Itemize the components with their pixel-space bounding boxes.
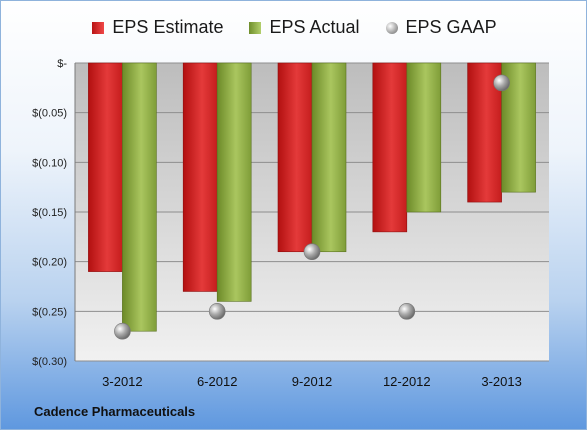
- bar-eps-actual: [311, 62, 347, 253]
- bar-eps-estimate: [182, 62, 218, 292]
- bar-eps-estimate: [88, 62, 123, 272]
- legend-swatch-estimate: [92, 21, 105, 34]
- legend-label-gaap: EPS GAAP: [405, 17, 497, 37]
- legend-label-estimate: EPS Estimate: [112, 17, 224, 37]
- legend-item-actual: EPS Actual: [249, 17, 360, 38]
- y-tick-label: $(0.25): [32, 306, 67, 318]
- point-eps-gaap: [493, 74, 510, 92]
- legend-label-actual: EPS Actual: [269, 17, 360, 37]
- x-tick-label: 3-2012: [102, 374, 142, 389]
- y-tick-label: $(0.30): [32, 356, 67, 368]
- y-tick-label: $-: [57, 58, 67, 70]
- x-tick-label: 6-2012: [197, 374, 237, 389]
- bar-eps-actual: [216, 62, 252, 302]
- legend-item-estimate: EPS Estimate: [92, 17, 223, 38]
- y-tick-label: $(0.15): [32, 207, 67, 219]
- point-eps-gaap: [208, 303, 226, 320]
- y-tick-label: $(0.20): [32, 257, 67, 269]
- point-eps-gaap: [398, 303, 416, 320]
- point-eps-gaap: [114, 322, 131, 340]
- y-tick-label: $(0.05): [32, 108, 67, 120]
- bar-eps-actual: [406, 62, 442, 213]
- legend-swatch-actual: [249, 21, 262, 34]
- company-name: Cadence Pharmaceuticals: [34, 404, 196, 419]
- bar-eps-estimate: [277, 62, 313, 253]
- legend-item-gaap: EPS GAAP: [385, 17, 497, 38]
- point-eps-gaap: [303, 243, 321, 261]
- legend-swatch-gaap: [385, 21, 398, 34]
- bar-eps-actual: [122, 62, 157, 332]
- chart-legend: EPS Estimate EPS Actual EPS GAAP: [1, 17, 587, 38]
- bar-eps-estimate: [372, 62, 408, 233]
- x-tick-label: 12-2012: [383, 374, 431, 389]
- x-tick-label: 9-2012: [292, 374, 332, 389]
- x-tick-label: 3-2013: [481, 374, 521, 389]
- y-tick-label: $(0.10): [32, 157, 67, 169]
